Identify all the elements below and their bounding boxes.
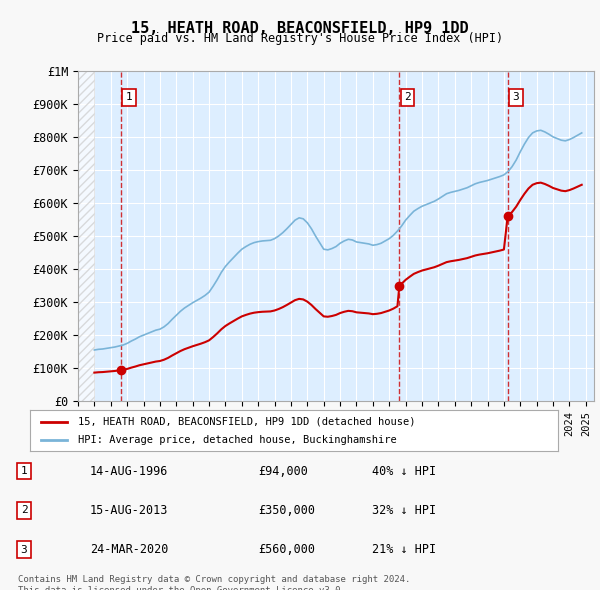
Text: 32% ↓ HPI: 32% ↓ HPI: [372, 504, 436, 517]
Text: 15, HEATH ROAD, BEACONSFIELD, HP9 1DD (detached house): 15, HEATH ROAD, BEACONSFIELD, HP9 1DD (d…: [77, 417, 415, 427]
Text: £94,000: £94,000: [258, 464, 308, 478]
Text: 2: 2: [20, 506, 28, 515]
Text: 15, HEATH ROAD, BEACONSFIELD, HP9 1DD: 15, HEATH ROAD, BEACONSFIELD, HP9 1DD: [131, 21, 469, 35]
Text: 1: 1: [20, 466, 28, 476]
Text: 1: 1: [126, 92, 133, 102]
Text: 14-AUG-1996: 14-AUG-1996: [90, 464, 169, 478]
Text: 24-MAR-2020: 24-MAR-2020: [90, 543, 169, 556]
Text: 15-AUG-2013: 15-AUG-2013: [90, 504, 169, 517]
Text: Contains HM Land Registry data © Crown copyright and database right 2024.
This d: Contains HM Land Registry data © Crown c…: [18, 575, 410, 590]
Text: Price paid vs. HM Land Registry's House Price Index (HPI): Price paid vs. HM Land Registry's House …: [97, 32, 503, 45]
Text: 21% ↓ HPI: 21% ↓ HPI: [372, 543, 436, 556]
Text: 2: 2: [404, 92, 411, 102]
Text: HPI: Average price, detached house, Buckinghamshire: HPI: Average price, detached house, Buck…: [77, 435, 396, 445]
Text: £350,000: £350,000: [258, 504, 315, 517]
Text: 3: 3: [20, 545, 28, 555]
Text: 40% ↓ HPI: 40% ↓ HPI: [372, 464, 436, 478]
Text: 3: 3: [512, 92, 520, 102]
Text: £560,000: £560,000: [258, 543, 315, 556]
